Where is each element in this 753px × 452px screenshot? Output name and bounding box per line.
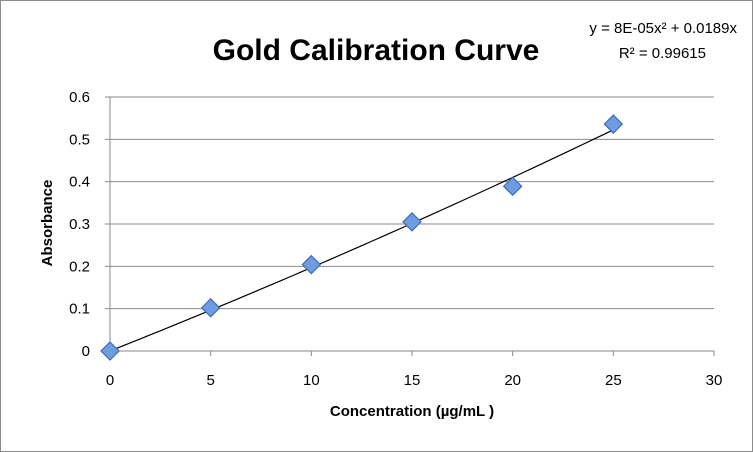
trendline-equation: y = 8E-05x² + 0.0189x <box>589 20 737 37</box>
y-tick-label: 0.3 <box>69 216 90 233</box>
y-tick-label: 0.4 <box>69 174 90 191</box>
y-tick-label: 0.5 <box>69 131 90 148</box>
x-tick-label: 25 <box>605 372 622 389</box>
x-axis-label: Concentration (µg/mL ) <box>330 403 494 420</box>
y-tick-label: 0 <box>82 343 90 360</box>
y-tick-label: 0.2 <box>69 258 90 275</box>
x-tick-label: 0 <box>106 372 114 389</box>
x-tick-label: 20 <box>504 372 521 389</box>
trendline-r-squared: R² = 0.99615 <box>619 45 706 62</box>
y-tick-labels: 0 0.1 0.2 0.3 0.4 0.5 0.6 <box>69 89 90 360</box>
data-points <box>100 114 624 361</box>
y-axis-label: Absorbance <box>39 180 56 267</box>
x-tick-labels: 0 5 10 15 20 25 30 <box>106 372 723 389</box>
axes <box>109 97 714 352</box>
x-tick-label: 5 <box>206 372 214 389</box>
trendline-group <box>109 129 614 352</box>
y-tick-label: 0.6 <box>69 89 90 106</box>
chart-title: Gold Calibration Curve <box>213 34 540 67</box>
y-tick-label: 0.1 <box>69 301 90 318</box>
data-point <box>200 297 221 318</box>
data-point <box>603 114 624 134</box>
data-point <box>301 254 322 275</box>
data-point <box>100 341 120 361</box>
x-tick-label: 10 <box>303 372 320 389</box>
x-tick-label: 15 <box>404 372 421 389</box>
x-tick-label: 30 <box>706 372 723 389</box>
data-point <box>402 212 422 232</box>
trendline <box>109 129 614 352</box>
data-point <box>502 176 523 197</box>
